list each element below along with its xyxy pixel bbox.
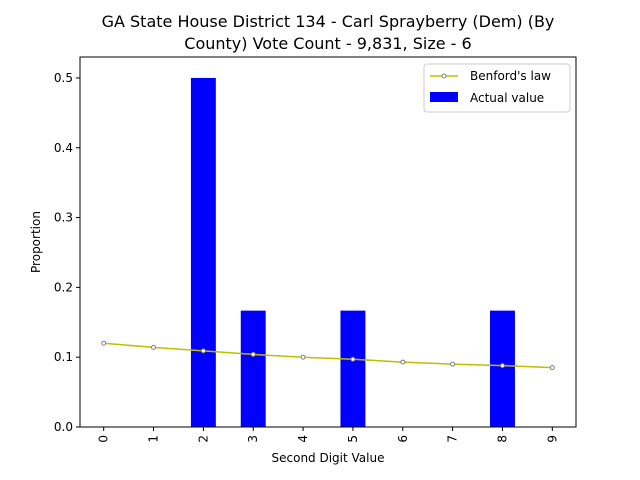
y-tick-label: 0.5 xyxy=(54,71,73,85)
y-tick-label: 0.4 xyxy=(54,141,73,155)
bar-series xyxy=(190,77,515,428)
x-tick-label: 1 xyxy=(147,435,161,443)
legend-label-actual: Actual value xyxy=(470,91,544,105)
y-tick-label: 0.3 xyxy=(54,211,73,225)
y-tick-label: 0.2 xyxy=(54,280,73,294)
legend-line-marker xyxy=(441,73,447,79)
y-tick-label: 0.1 xyxy=(54,350,73,364)
y-axis-ticks: 0.0 0.1 0.2 0.3 0.4 0.5 xyxy=(54,71,80,434)
x-tick-label: 2 xyxy=(196,435,210,443)
x-tick-label: 8 xyxy=(495,435,509,443)
y-tick-label: 0.0 xyxy=(54,420,73,434)
x-tick-label: 9 xyxy=(545,435,559,443)
benford-point-6 xyxy=(400,359,406,365)
x-tick-label: 3 xyxy=(246,435,260,443)
x-axis-ticks: 0 1 2 3 4 5 6 7 8 9 xyxy=(97,427,559,443)
x-tick-label: 4 xyxy=(296,435,310,443)
chart-title-line-2: County) Vote Count - 9,831, Size - 6 xyxy=(184,34,471,53)
legend: Benford's law Actual value xyxy=(423,63,571,113)
benford-point-8 xyxy=(499,363,505,369)
legend-bar-swatch xyxy=(430,92,458,102)
benford-point-0 xyxy=(101,340,107,346)
benford-line xyxy=(103,342,553,369)
x-tick-label: 7 xyxy=(446,435,460,443)
benford-point-2 xyxy=(200,348,206,354)
benford-point-4 xyxy=(300,354,306,360)
bar-digit-5 xyxy=(340,310,366,427)
legend-label-benford: Benford's law xyxy=(470,69,551,83)
benford-point-3 xyxy=(250,351,256,357)
plot-frame xyxy=(79,56,577,428)
bar-digit-3 xyxy=(240,310,266,427)
bar-digit-2 xyxy=(190,77,216,428)
legend-box xyxy=(423,63,571,113)
benford-point-5 xyxy=(350,356,356,362)
y-axis-label: Proportion xyxy=(29,211,43,273)
x-tick-label: 6 xyxy=(396,435,410,443)
chart-title-line-1: GA State House District 134 - Carl Spray… xyxy=(102,12,555,31)
bar-digit-8 xyxy=(490,310,515,427)
benford-point-7 xyxy=(450,361,456,367)
x-tick-label: 0 xyxy=(97,435,111,443)
benford-point-1 xyxy=(151,344,157,350)
line-series xyxy=(101,340,555,371)
benford-point-9 xyxy=(549,365,555,371)
x-axis-label: Second Digit Value xyxy=(272,451,385,465)
x-tick-label: 5 xyxy=(346,435,360,443)
